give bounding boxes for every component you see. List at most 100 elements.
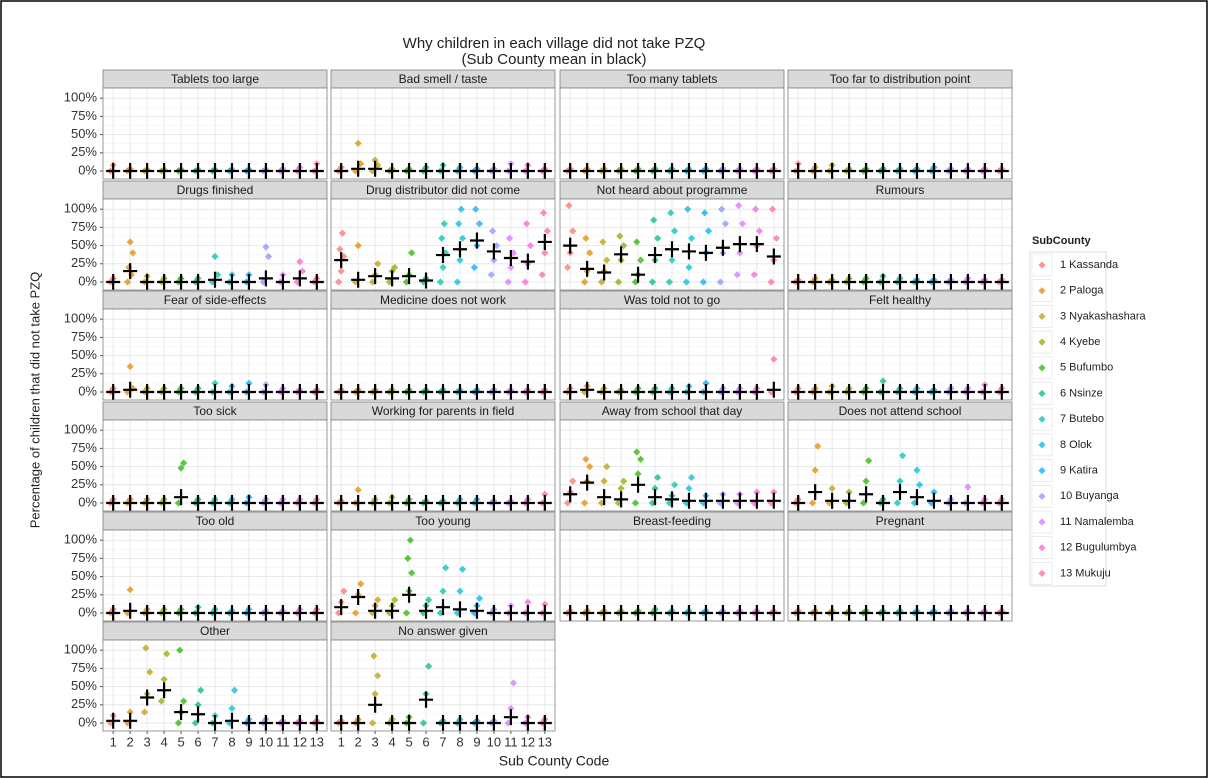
- village-point: [262, 243, 270, 251]
- mean-cross: [909, 383, 924, 400]
- strip-label: Too sick: [193, 404, 237, 418]
- mean-cross: [732, 383, 747, 400]
- legend-label: 9 Katira: [1060, 465, 1099, 477]
- x-tick-label: 3: [144, 734, 151, 749]
- mean-cross: [614, 162, 629, 179]
- village-point: [633, 238, 641, 246]
- mean-cross: [563, 486, 578, 503]
- village-point: [603, 462, 611, 471]
- strip-label: Too many tablets: [627, 72, 718, 86]
- legend-label: 10 Buyanga: [1060, 490, 1120, 502]
- village-point: [368, 167, 377, 175]
- village-point: [668, 256, 676, 264]
- mean-cross: [926, 273, 941, 290]
- mean-cross: [208, 714, 222, 731]
- mean-cross: [909, 604, 924, 621]
- village-point: [733, 271, 741, 279]
- strip-label: Was told not to go: [624, 293, 721, 307]
- village-point: [620, 241, 628, 250]
- mean-cross: [842, 383, 857, 400]
- village-point: [687, 234, 696, 242]
- village-point: [541, 600, 549, 608]
- mean-cross: [791, 383, 806, 400]
- mean-cross: [402, 586, 417, 603]
- village-point: [580, 278, 589, 286]
- mean-cross: [597, 604, 612, 621]
- legend-swatch: [1038, 364, 1046, 372]
- village-point: [197, 686, 205, 694]
- mean-cross: [241, 714, 256, 731]
- village-point: [425, 662, 433, 670]
- mean-cross: [926, 492, 941, 509]
- mean-cross: [665, 491, 679, 508]
- village-point: [580, 499, 589, 507]
- y-tick-label: 25%: [71, 144, 97, 159]
- village-point: [505, 234, 514, 242]
- village-point: [569, 227, 577, 235]
- mean-cross: [749, 236, 764, 253]
- mean-cross: [597, 489, 612, 506]
- mean-cross: [876, 162, 891, 179]
- mean-cross: [597, 162, 612, 179]
- village-point: [455, 220, 463, 228]
- mean-cross: [876, 604, 891, 621]
- mean-cross: [469, 383, 484, 400]
- strip-label: Drugs finished: [177, 183, 254, 197]
- mean-cross: [580, 162, 595, 179]
- mean-cross: [208, 604, 222, 621]
- mean-cross: [224, 273, 239, 290]
- mean-cross: [469, 232, 484, 249]
- village-point: [357, 580, 365, 588]
- village-point: [180, 459, 188, 467]
- mean-cross: [648, 604, 663, 621]
- village-point: [340, 587, 348, 595]
- village-point: [129, 249, 137, 257]
- mean-cross: [503, 604, 518, 621]
- mean-cross: [791, 494, 806, 511]
- mean-cross: [174, 273, 189, 290]
- mean-cross: [402, 162, 417, 179]
- mean-cross: [943, 604, 958, 621]
- village-point: [893, 499, 901, 507]
- mean-cross: [208, 494, 222, 511]
- strip-label: No answer given: [398, 624, 487, 638]
- mean-cross: [385, 162, 400, 179]
- mean-cross: [893, 383, 907, 400]
- x-tick-label: 13: [538, 734, 552, 749]
- mean-cross: [241, 494, 256, 511]
- village-point: [637, 256, 645, 264]
- mean-cross: [537, 714, 552, 731]
- x-tick-label: 7: [211, 734, 218, 749]
- mean-cross: [140, 604, 155, 621]
- village-point: [142, 644, 150, 652]
- mean-cross: [503, 162, 518, 179]
- mean-cross: [681, 383, 696, 400]
- mean-cross: [469, 714, 484, 731]
- y-tick-label: 75%: [71, 329, 97, 344]
- mean-cross: [106, 383, 121, 400]
- mean-cross: [943, 162, 958, 179]
- mean-cross: [537, 233, 552, 250]
- mean-cross: [631, 604, 646, 621]
- village-point: [374, 260, 382, 268]
- village-point: [296, 258, 304, 266]
- mean-cross: [580, 260, 595, 277]
- mean-cross: [106, 162, 121, 179]
- village-point: [436, 609, 444, 617]
- x-tick-label: 3: [372, 734, 379, 749]
- x-tick-label: 5: [177, 734, 184, 749]
- legend-label: 7 Butebo: [1060, 413, 1104, 425]
- mean-cross: [123, 381, 138, 398]
- strip-label: Fear of side-effects: [164, 293, 267, 307]
- mean-cross: [614, 491, 629, 508]
- mean-cross: [334, 252, 349, 269]
- panel-border: [787, 87, 1013, 180]
- mean-cross: [909, 162, 924, 179]
- village-point: [126, 362, 134, 371]
- mean-cross: [419, 162, 434, 179]
- strip-label: Bad smell / taste: [399, 72, 488, 86]
- x-tick-label: 11: [504, 734, 518, 749]
- mean-cross: [140, 273, 155, 290]
- village-point: [456, 256, 464, 264]
- y-tick-label: 0%: [78, 162, 97, 177]
